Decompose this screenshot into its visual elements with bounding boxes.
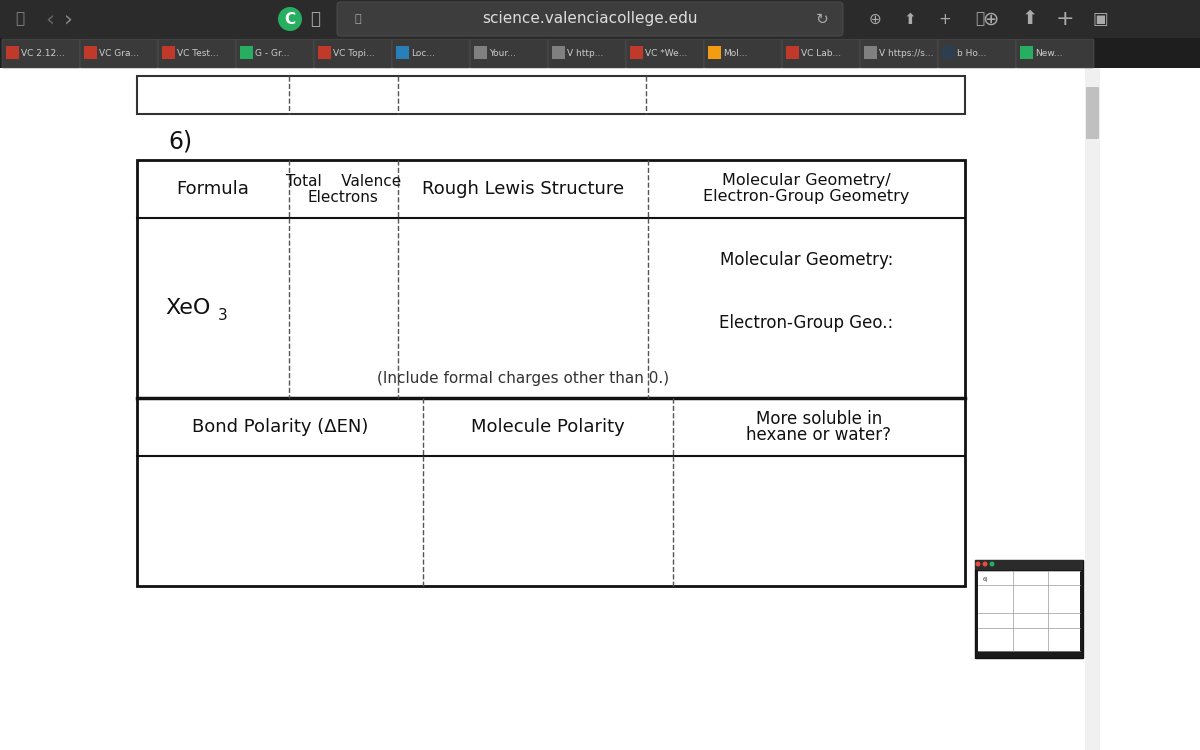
Text: b Ho...: b Ho... (958, 50, 986, 58)
Bar (396, 46, 409, 59)
FancyBboxPatch shape (2, 39, 80, 68)
Text: Molecule Polarity: Molecule Polarity (470, 418, 624, 436)
Bar (1085, 68, 1100, 750)
Text: ⬛: ⬛ (976, 11, 984, 26)
Text: VC 2.12...: VC 2.12... (22, 50, 65, 58)
Bar (318, 46, 331, 59)
Text: Mol...: Mol... (722, 50, 748, 58)
FancyBboxPatch shape (1086, 87, 1099, 139)
Text: 3: 3 (217, 308, 228, 322)
Text: +: + (938, 11, 952, 26)
Bar (137, 160, 965, 586)
Text: ⬆: ⬆ (904, 11, 917, 26)
Text: 6): 6) (983, 577, 989, 582)
Text: 🛡: 🛡 (310, 10, 320, 28)
Circle shape (976, 562, 980, 566)
FancyBboxPatch shape (158, 39, 236, 68)
Text: Formula: Formula (176, 180, 250, 198)
FancyBboxPatch shape (470, 39, 548, 68)
Text: science.valenciacollege.edu: science.valenciacollege.edu (482, 11, 697, 26)
FancyBboxPatch shape (860, 39, 938, 68)
Text: VC *We...: VC *We... (646, 50, 688, 58)
FancyBboxPatch shape (1016, 39, 1094, 68)
Bar (786, 46, 799, 59)
Text: ‹: ‹ (46, 9, 54, 29)
FancyBboxPatch shape (782, 39, 860, 68)
Text: V https://s...: V https://s... (878, 50, 934, 58)
FancyBboxPatch shape (626, 39, 704, 68)
FancyBboxPatch shape (236, 39, 314, 68)
Text: 🔒: 🔒 (355, 14, 361, 24)
Bar (552, 46, 565, 59)
FancyBboxPatch shape (704, 39, 782, 68)
Text: ▣: ▣ (1092, 10, 1108, 28)
Text: Electrons: Electrons (307, 190, 379, 205)
Text: VC Test...: VC Test... (178, 50, 218, 58)
Bar (240, 46, 253, 59)
Bar (978, 571, 1080, 651)
Circle shape (990, 562, 995, 566)
Bar (630, 46, 643, 59)
Text: ⊕: ⊕ (869, 11, 881, 26)
Text: G - Gr...: G - Gr... (256, 50, 289, 58)
Text: C: C (284, 11, 295, 26)
Text: VC Gra...: VC Gra... (98, 50, 139, 58)
Text: Electron-Group Geo.:: Electron-Group Geo.: (719, 314, 894, 332)
FancyBboxPatch shape (938, 39, 1016, 68)
Text: ⬜: ⬜ (16, 11, 24, 26)
Bar (6, 46, 19, 59)
Bar (474, 46, 487, 59)
Text: New...: New... (1034, 50, 1062, 58)
Text: ⬆: ⬆ (1022, 10, 1038, 28)
Bar (1020, 46, 1033, 59)
FancyBboxPatch shape (548, 39, 626, 68)
Text: ⊕: ⊕ (982, 10, 998, 28)
Bar (974, 560, 1084, 658)
Text: Electron-Group Geometry: Electron-Group Geometry (703, 190, 910, 205)
Text: 6): 6) (168, 130, 192, 154)
FancyBboxPatch shape (80, 39, 158, 68)
Text: hexane or water?: hexane or water? (746, 426, 892, 444)
FancyBboxPatch shape (337, 2, 842, 36)
Text: +: + (1056, 9, 1074, 29)
FancyBboxPatch shape (314, 39, 392, 68)
Bar (0, 38, 1200, 68)
Bar (84, 46, 97, 59)
Text: Bond Polarity (ΔEN): Bond Polarity (ΔEN) (192, 418, 368, 436)
Text: Molecular Geometry/: Molecular Geometry/ (722, 173, 890, 188)
Text: (Include formal charges other than 0.): (Include formal charges other than 0.) (377, 370, 668, 386)
Text: Total    Valence: Total Valence (286, 175, 401, 190)
Bar (708, 46, 721, 59)
Text: V http...: V http... (568, 50, 604, 58)
Text: ›: › (64, 9, 72, 29)
Text: VC Topi...: VC Topi... (334, 50, 374, 58)
Bar (0, 0, 1200, 38)
Text: VC Lab...: VC Lab... (802, 50, 841, 58)
Circle shape (983, 562, 988, 566)
Text: XeO: XeO (166, 298, 211, 318)
Text: More soluble in: More soluble in (756, 410, 882, 428)
Text: Rough Lewis Structure: Rough Lewis Structure (421, 180, 624, 198)
Text: Loc...: Loc... (410, 50, 436, 58)
Text: Your...: Your... (490, 50, 516, 58)
Text: ↻: ↻ (816, 11, 828, 26)
Bar (162, 46, 175, 59)
Bar (137, 76, 965, 114)
FancyBboxPatch shape (392, 39, 470, 68)
Text: Molecular Geometry:: Molecular Geometry: (720, 251, 893, 269)
Bar (974, 560, 1084, 570)
Bar (864, 46, 877, 59)
Bar (942, 46, 955, 59)
Circle shape (278, 7, 302, 31)
